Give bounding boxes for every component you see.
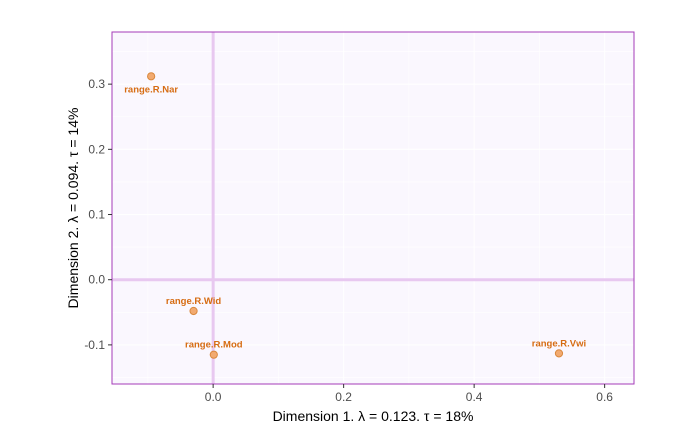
data-point <box>189 306 198 316</box>
y-axis-title: Dimension 2. λ = 0.094. τ = 14% <box>65 108 81 309</box>
data-point-label: range.R.Wid <box>166 296 222 307</box>
axis-ticks: 0.0 0.2 0.4 0.6 -0.1 0.0 0.1 0.2 0.3 <box>84 77 613 404</box>
y-tick-label: -0.1 <box>84 338 105 352</box>
data-point-label: range.R.Vwi <box>532 338 586 349</box>
plot-panel <box>112 32 634 384</box>
x-tick-label: 0.4 <box>466 390 483 404</box>
reference-lines <box>112 32 634 384</box>
panel-border <box>111 31 635 385</box>
data-point-label: range.R.Nar <box>124 84 178 95</box>
x-tick-label: 0.0 <box>205 390 222 404</box>
y-tick-label: 0.1 <box>88 208 105 222</box>
x-tick-label: 0.6 <box>596 390 613 404</box>
y-tick-label: 0.2 <box>88 142 105 156</box>
data-point <box>147 72 156 81</box>
y-tick-label: 0.0 <box>88 273 105 287</box>
x-axis-title: Dimension 1. λ = 0.123. τ = 18% <box>273 408 474 424</box>
y-tick-label: 0.3 <box>88 77 105 91</box>
data-point-label: range.R.Mod <box>185 340 243 351</box>
data-point <box>209 350 218 359</box>
points: range.R.Nar range.R.Wid range.R.Mod range.R… <box>124 72 586 359</box>
data-point <box>554 349 564 358</box>
x-tick-label: 0.2 <box>335 390 352 404</box>
